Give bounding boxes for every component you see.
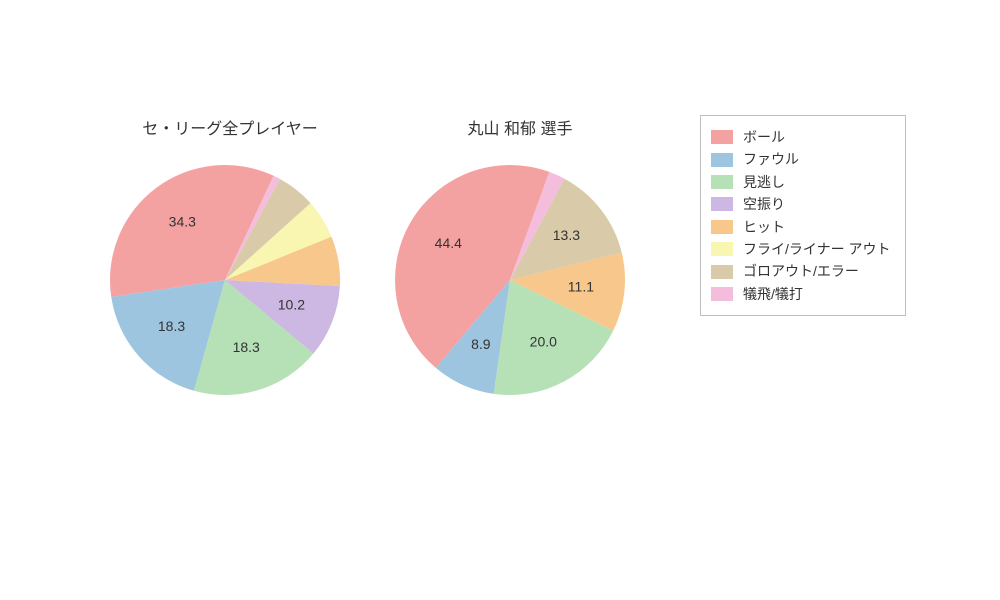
legend-swatch-swinging (711, 197, 733, 211)
legend-swatch-hit (711, 220, 733, 234)
legend-item-swinging: 空振り (711, 193, 891, 215)
slice-label-player-foul: 8.9 (471, 336, 491, 352)
pie-title-player: 丸山 和郁 選手 (420, 115, 620, 139)
pie-player: 44.4 8.9 20.0 11.1 13.3 (393, 163, 627, 397)
legend-label-looking: 見逃し (743, 171, 785, 193)
legend-item-ball: ボール (711, 126, 891, 148)
legend-item-hit: ヒット (711, 216, 891, 238)
legend-item-sac: 犠飛/犠打 (711, 283, 891, 305)
slice-label-league-swinging: 10.2 (278, 297, 305, 313)
legend-item-looking: 見逃し (711, 171, 891, 193)
chart-stage: セ・リーグ全プレイヤー 丸山 和郁 選手 34.3 18.3 18.3 10.2 44.4 8… (0, 0, 1000, 600)
legend-label-foul: ファウル (743, 148, 799, 170)
slice-label-player-hit: 11.1 (568, 278, 594, 294)
legend-item-ground_err: ゴロアウト/エラー (711, 260, 891, 282)
legend-swatch-looking (711, 175, 733, 189)
legend-swatch-ball (711, 130, 733, 144)
slice-label-league-foul: 18.3 (158, 318, 185, 334)
pie-title-league: セ・リーグ全プレイヤー (120, 115, 340, 139)
slice-label-player-ground_err: 13.3 (553, 227, 580, 243)
slice-label-player-ball: 44.4 (435, 235, 462, 251)
slice-label-player-looking: 20.0 (530, 334, 557, 350)
legend-item-foul: ファウル (711, 148, 891, 170)
pie-league: 34.3 18.3 18.3 10.2 (108, 163, 342, 397)
legend-label-ground_err: ゴロアウト/エラー (743, 260, 859, 282)
slice-label-league-looking: 18.3 (233, 339, 260, 355)
legend-label-ball: ボール (743, 126, 785, 148)
legend-label-fly_liner: フライ/ライナー アウト (743, 238, 891, 260)
legend-swatch-fly_liner (711, 242, 733, 256)
legend-swatch-ground_err (711, 265, 733, 279)
legend: ボールファウル見逃し空振りヒットフライ/ライナー アウトゴロアウト/エラー犠飛/… (700, 115, 906, 316)
legend-label-sac: 犠飛/犠打 (743, 283, 803, 305)
legend-label-swinging: 空振り (743, 193, 785, 215)
legend-swatch-foul (711, 153, 733, 167)
slice-label-league-ball: 34.3 (169, 214, 196, 230)
legend-label-hit: ヒット (743, 216, 785, 238)
legend-item-fly_liner: フライ/ライナー アウト (711, 238, 891, 260)
legend-swatch-sac (711, 287, 733, 301)
